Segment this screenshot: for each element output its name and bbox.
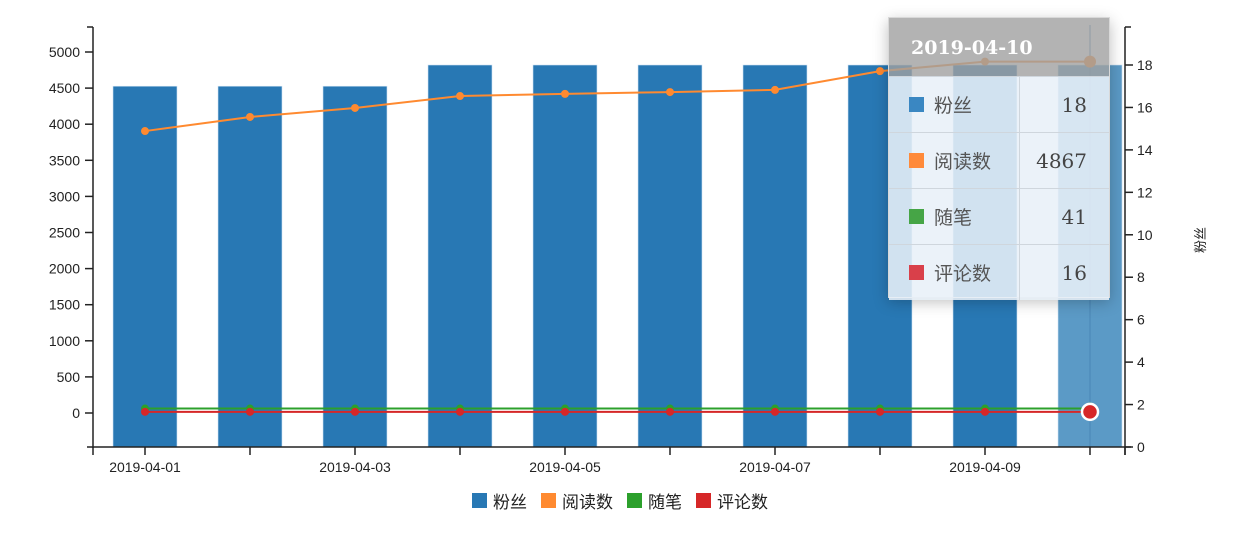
- right-tick-label: 18: [1137, 57, 1153, 73]
- tooltip-title: 2019-04-10: [889, 18, 1109, 76]
- legend-item-essays[interactable]: 随笔: [627, 488, 682, 513]
- axes: [87, 26, 1131, 455]
- bar[interactable]: [217, 85, 283, 448]
- tooltip-row-reads: 阅读数 4867: [889, 132, 1109, 188]
- bar[interactable]: [532, 64, 598, 448]
- left-tick-label: 3500: [49, 152, 80, 168]
- line-point[interactable]: [351, 407, 359, 416]
- left-tick-label: 2000: [49, 261, 80, 277]
- x-tick-label: 2019-04-09: [949, 459, 1021, 475]
- legend-swatch-icon: [696, 493, 711, 508]
- legend-label: 随笔: [648, 493, 682, 513]
- legend-label: 评论数: [717, 493, 768, 513]
- left-tick-label: 5000: [49, 44, 80, 60]
- x-tick-label: 2019-04-05: [529, 459, 601, 475]
- left-tick-label: 1500: [49, 297, 80, 313]
- line-point[interactable]: [876, 67, 884, 76]
- swatch-icon: [909, 265, 924, 280]
- line-point[interactable]: [666, 88, 674, 97]
- line-point[interactable]: [141, 127, 149, 136]
- line-point[interactable]: [771, 407, 779, 416]
- legend-swatch-icon: [472, 493, 487, 508]
- tooltip: 2019-04-10 粉丝 18 阅读数 4867 随笔 41 评论数 16: [888, 17, 1110, 300]
- right-tick-label: 8: [1137, 269, 1145, 285]
- right-tick-label: 12: [1137, 184, 1153, 200]
- left-tick-label: 500: [57, 369, 81, 385]
- tooltip-row-value: 41: [1061, 204, 1087, 229]
- line-point[interactable]: [981, 407, 989, 416]
- right-axis-title: 粉丝: [1194, 227, 1209, 253]
- left-tick-label: 2500: [49, 225, 80, 241]
- left-tick-label: 4000: [49, 116, 80, 132]
- tooltip-row-value: 18: [1061, 92, 1087, 117]
- legend-label: 阅读数: [562, 493, 613, 513]
- line-point[interactable]: [246, 407, 254, 416]
- x-tick-label: 2019-04-07: [739, 459, 811, 475]
- line-point[interactable]: [246, 112, 254, 121]
- tooltip-row-label: 随笔: [934, 207, 973, 229]
- line-point[interactable]: [141, 407, 149, 416]
- legend-swatch-icon: [541, 493, 556, 508]
- x-tick-label: 2019-04-03: [319, 459, 391, 475]
- tooltip-row-label: 评论数: [934, 263, 992, 285]
- right-tick-label: 14: [1137, 142, 1153, 158]
- right-tick-label: 4: [1137, 354, 1145, 370]
- legend: 粉丝 阅读数 随笔 评论数: [0, 488, 1240, 513]
- right-axis-ticks: 0 2 4 6 8 10 12 14 16 18: [1125, 57, 1153, 455]
- line-point-active[interactable]: [1080, 402, 1100, 422]
- left-axis-ticks: 0 500 1000 1500 2000 2500 3000 3500 4000 4500 5000: [49, 44, 93, 421]
- tooltip-row-comments: 评论数 16: [889, 244, 1109, 300]
- line-point[interactable]: [876, 407, 884, 416]
- legend-item-reads[interactable]: 阅读数: [541, 488, 613, 513]
- swatch-icon: [909, 153, 924, 168]
- legend-item-comments[interactable]: 评论数: [696, 488, 768, 513]
- left-tick-label: 3000: [49, 188, 80, 204]
- tooltip-row-essays: 随笔 41: [889, 188, 1109, 244]
- swatch-icon: [909, 97, 924, 112]
- tooltip-row-label: 阅读数: [934, 151, 992, 173]
- legend-label: 粉丝: [493, 493, 527, 513]
- x-tick-label: 2019-04-01: [109, 459, 181, 475]
- bar[interactable]: [322, 85, 388, 448]
- tooltip-row-value: 16: [1061, 260, 1087, 285]
- line-point[interactable]: [666, 407, 674, 416]
- legend-item-fans[interactable]: 粉丝: [472, 488, 527, 513]
- left-tick-label: 4500: [49, 80, 80, 96]
- line-point[interactable]: [771, 85, 779, 94]
- left-tick-label: 1000: [49, 333, 80, 349]
- bar[interactable]: [637, 64, 703, 448]
- line-point[interactable]: [456, 92, 464, 101]
- bar[interactable]: [742, 64, 808, 448]
- swatch-icon: [909, 209, 924, 224]
- bar[interactable]: [427, 64, 493, 448]
- bar[interactable]: [112, 85, 178, 448]
- tooltip-row-fans: 粉丝 18: [889, 76, 1109, 132]
- tooltip-row-label: 粉丝: [934, 95, 973, 117]
- right-tick-label: 2: [1137, 397, 1145, 413]
- line-point[interactable]: [456, 407, 464, 416]
- right-tick-label: 10: [1137, 227, 1153, 243]
- tooltip-row-value: 4867: [1036, 148, 1087, 173]
- right-tick-label: 16: [1137, 99, 1153, 115]
- left-tick-label: 0: [72, 405, 80, 421]
- line-point[interactable]: [561, 407, 569, 416]
- right-tick-label: 6: [1137, 312, 1145, 328]
- line-point[interactable]: [561, 89, 569, 98]
- x-axis-ticks: 2019-04-01 2019-04-03 2019-04-05 2019-04-07…: [109, 447, 1126, 475]
- legend-swatch-icon: [627, 493, 642, 508]
- line-point[interactable]: [351, 103, 359, 112]
- bar-series-fans: [112, 64, 1123, 448]
- right-tick-label: 0: [1137, 439, 1145, 455]
